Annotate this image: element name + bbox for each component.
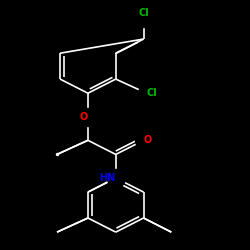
- Text: O: O: [144, 135, 152, 145]
- Text: HN: HN: [100, 173, 116, 183]
- Text: O: O: [80, 112, 88, 122]
- Text: Cl: Cl: [138, 8, 149, 18]
- Text: Cl: Cl: [147, 88, 158, 98]
